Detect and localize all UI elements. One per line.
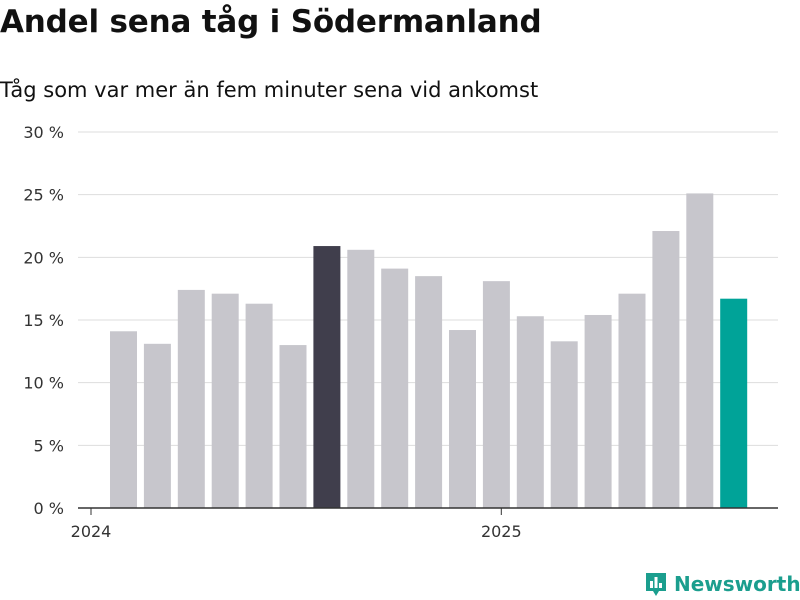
bar: [516, 316, 544, 508]
chart-title: Andel sena tåg i Södermanland: [0, 4, 542, 40]
y-tick-label: 20 %: [23, 248, 64, 267]
bar: [110, 331, 137, 508]
bar: [584, 314, 612, 508]
bar: [177, 289, 205, 508]
x-tick-label: 2024: [71, 522, 112, 541]
bar: [720, 298, 748, 508]
bar: [550, 341, 578, 508]
bar-chart-logo-icon: [646, 573, 666, 596]
chart-subtitle: Tåg som var mer än fem minuter sena vid …: [0, 78, 539, 102]
axes: 0 % 5 % 10 % 15 % 20 % 25 % 30 % 2024 2025: [23, 123, 778, 541]
y-tick-label: 10 %: [23, 374, 64, 393]
bar: [449, 330, 476, 508]
y-tick-label: 15 %: [23, 311, 64, 330]
bar: [686, 193, 714, 508]
brand-logo: Newsworthy: [644, 568, 800, 600]
bar: [143, 343, 171, 508]
bar: [482, 281, 510, 508]
x-tick-label: 2025: [481, 522, 522, 541]
bar: [347, 249, 375, 508]
y-tick-label: 25 %: [23, 186, 64, 205]
bars: [110, 193, 748, 508]
y-tick-label: 0 %: [34, 499, 64, 518]
bar: [652, 231, 680, 508]
bar: [313, 246, 341, 508]
brand-name: Newsworthy: [674, 572, 800, 596]
bar: [618, 293, 646, 508]
bar: [381, 268, 409, 508]
y-tick-label: 30 %: [23, 123, 64, 142]
bar: [415, 276, 443, 508]
bar: [245, 303, 273, 508]
bar: [211, 293, 239, 508]
y-tick-label: 5 %: [34, 436, 64, 455]
bar: [279, 345, 307, 508]
